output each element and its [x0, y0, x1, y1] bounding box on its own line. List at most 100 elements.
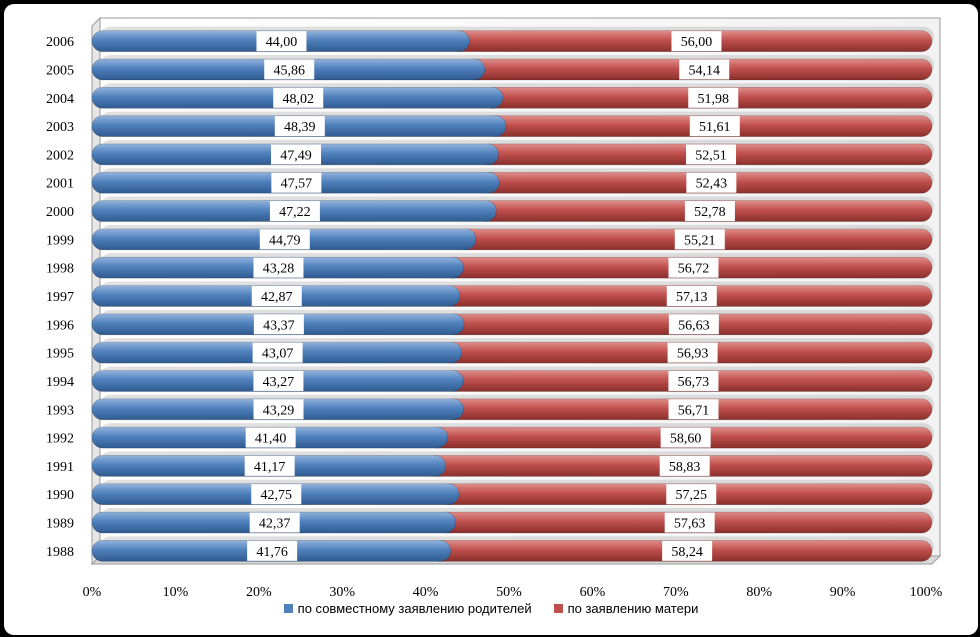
- y-tick-label: 2000: [46, 205, 74, 220]
- value-label-series-2: 52,43: [686, 172, 737, 193]
- legend-label-series-2: по заявлению матери: [567, 601, 699, 616]
- svg-text:44,79: 44,79: [269, 233, 301, 248]
- value-label-series-2: 58,24: [662, 540, 713, 561]
- legend-swatch-series-2: [553, 604, 563, 613]
- value-label-series-2: 52,51: [686, 144, 737, 165]
- x-tick-label: 0%: [83, 585, 102, 600]
- bar-row: [91, 338, 934, 364]
- bar-row: [91, 479, 934, 506]
- svg-text:47,49: 47,49: [280, 148, 312, 163]
- value-label-series-2: 56,00: [671, 31, 722, 52]
- x-axis-labels: 0% 10% 20% 30% 40% 50% 60% 70% 80% 90% 100%: [83, 585, 943, 600]
- svg-text:58,60: 58,60: [670, 432, 702, 447]
- value-label-series-2: 56,72: [668, 257, 719, 278]
- svg-text:43,28: 43,28: [263, 262, 295, 277]
- y-tick-label: 2001: [46, 177, 74, 192]
- svg-text:56,73: 56,73: [678, 375, 710, 390]
- svg-text:43,07: 43,07: [262, 347, 294, 362]
- bar-row: [91, 309, 934, 336]
- value-label-series-2: 51,98: [688, 87, 739, 108]
- legend: по совместному заявлению родителей по за…: [4, 601, 978, 616]
- svg-text:47,57: 47,57: [281, 177, 313, 192]
- bar-row: [91, 54, 934, 81]
- svg-text:56,71: 56,71: [678, 403, 710, 418]
- value-label-series-2: 54,14: [679, 59, 730, 80]
- value-label-series-1: 43,29: [253, 399, 304, 420]
- value-label-series-1: 43,37: [253, 314, 304, 335]
- x-tick-label: 10%: [163, 585, 189, 600]
- bar-row: [91, 394, 934, 421]
- bar-row: [91, 224, 934, 251]
- y-tick-label: 1993: [46, 403, 74, 418]
- y-tick-label: 1991: [46, 460, 74, 475]
- svg-text:56,72: 56,72: [678, 262, 710, 277]
- svg-text:41,40: 41,40: [255, 432, 287, 447]
- value-label-series-1: 47,57: [271, 172, 322, 193]
- value-label-series-2: 56,93: [667, 342, 718, 363]
- bar-row: [91, 196, 934, 222]
- y-tick-label: 1992: [46, 432, 74, 447]
- bar-row: [91, 26, 934, 52]
- value-label-series-1: 42,87: [251, 286, 302, 306]
- svg-text:45,86: 45,86: [273, 63, 305, 78]
- x-tick-label: 20%: [246, 585, 272, 600]
- y-tick-label: 1999: [46, 233, 74, 248]
- svg-text:54,14: 54,14: [688, 63, 720, 78]
- value-label-series-1: 47,49: [271, 144, 322, 165]
- value-label-series-1: 43,27: [253, 370, 304, 391]
- value-label-series-2: 56,71: [668, 399, 719, 420]
- value-label-series-2: 57,13: [666, 286, 717, 306]
- svg-text:48,39: 48,39: [284, 120, 316, 135]
- y-tick-label: 1994: [46, 375, 74, 390]
- y-tick-label: 1989: [46, 517, 74, 532]
- svg-text:42,37: 42,37: [259, 517, 291, 532]
- value-label-series-2: 57,25: [666, 484, 717, 505]
- svg-text:57,25: 57,25: [676, 488, 708, 503]
- bar-row: [91, 508, 934, 534]
- value-label-series-1: 42,37: [249, 512, 300, 533]
- bar-row: [91, 83, 934, 109]
- value-label-series-1: 45,86: [264, 59, 315, 80]
- value-label-series-2: 58,83: [659, 455, 710, 476]
- svg-text:42,75: 42,75: [261, 488, 293, 503]
- value-label-series-1: 42,75: [251, 484, 302, 505]
- x-tick-label: 30%: [329, 585, 355, 600]
- svg-text:52,78: 52,78: [694, 205, 726, 220]
- bar-row: [91, 253, 934, 279]
- svg-text:48,02: 48,02: [282, 92, 314, 107]
- svg-text:47,22: 47,22: [279, 205, 311, 220]
- value-label-series-2: 57,63: [664, 512, 715, 533]
- y-tick-label: 1996: [46, 318, 74, 333]
- x-tick-label: 100%: [910, 585, 943, 600]
- value-label-series-2: 52,78: [684, 201, 735, 222]
- legend-swatch-series-1: [283, 604, 293, 613]
- legend-item-series-1: по совместному заявлению родителей: [283, 601, 532, 616]
- bar-row: [91, 139, 934, 166]
- value-label-series-1: 48,39: [274, 116, 325, 137]
- y-tick-label: 2005: [46, 63, 74, 78]
- value-label-series-2: 56,73: [668, 370, 719, 391]
- svg-text:56,93: 56,93: [677, 347, 709, 362]
- bar-row: [91, 366, 934, 392]
- svg-text:57,63: 57,63: [674, 517, 706, 532]
- y-tick-label: 2004: [46, 92, 74, 107]
- svg-text:58,24: 58,24: [671, 545, 703, 560]
- x-tick-label: 70%: [663, 585, 689, 600]
- value-label-series-2: 55,21: [674, 229, 725, 250]
- chart-plot: 2006 2005 2004 2003 2002 2001 2000 1999 1998 1997…: [46, 16, 943, 600]
- x-tick-label: 40%: [413, 585, 439, 600]
- svg-text:41,76: 41,76: [256, 545, 288, 560]
- value-label-series-1: 43,07: [252, 342, 303, 363]
- svg-text:43,37: 43,37: [263, 318, 295, 333]
- svg-text:43,27: 43,27: [263, 375, 295, 390]
- y-axis-labels: 2006 2005 2004 2003 2002 2001 2000 1999 1998 1997…: [46, 35, 74, 560]
- svg-text:56,00: 56,00: [681, 35, 713, 50]
- y-tick-label: 2006: [46, 35, 74, 50]
- value-labels: 44,00 56,00 45,86 54,14 48,02 51,98 48,39 51,61…: [244, 31, 740, 561]
- bar-row: [91, 168, 934, 194]
- value-label-series-1: 41,17: [244, 455, 295, 476]
- svg-text:57,13: 57,13: [676, 290, 708, 305]
- bar-row: [91, 536, 934, 562]
- svg-text:43,29: 43,29: [263, 403, 295, 418]
- svg-text:44,00: 44,00: [266, 35, 298, 50]
